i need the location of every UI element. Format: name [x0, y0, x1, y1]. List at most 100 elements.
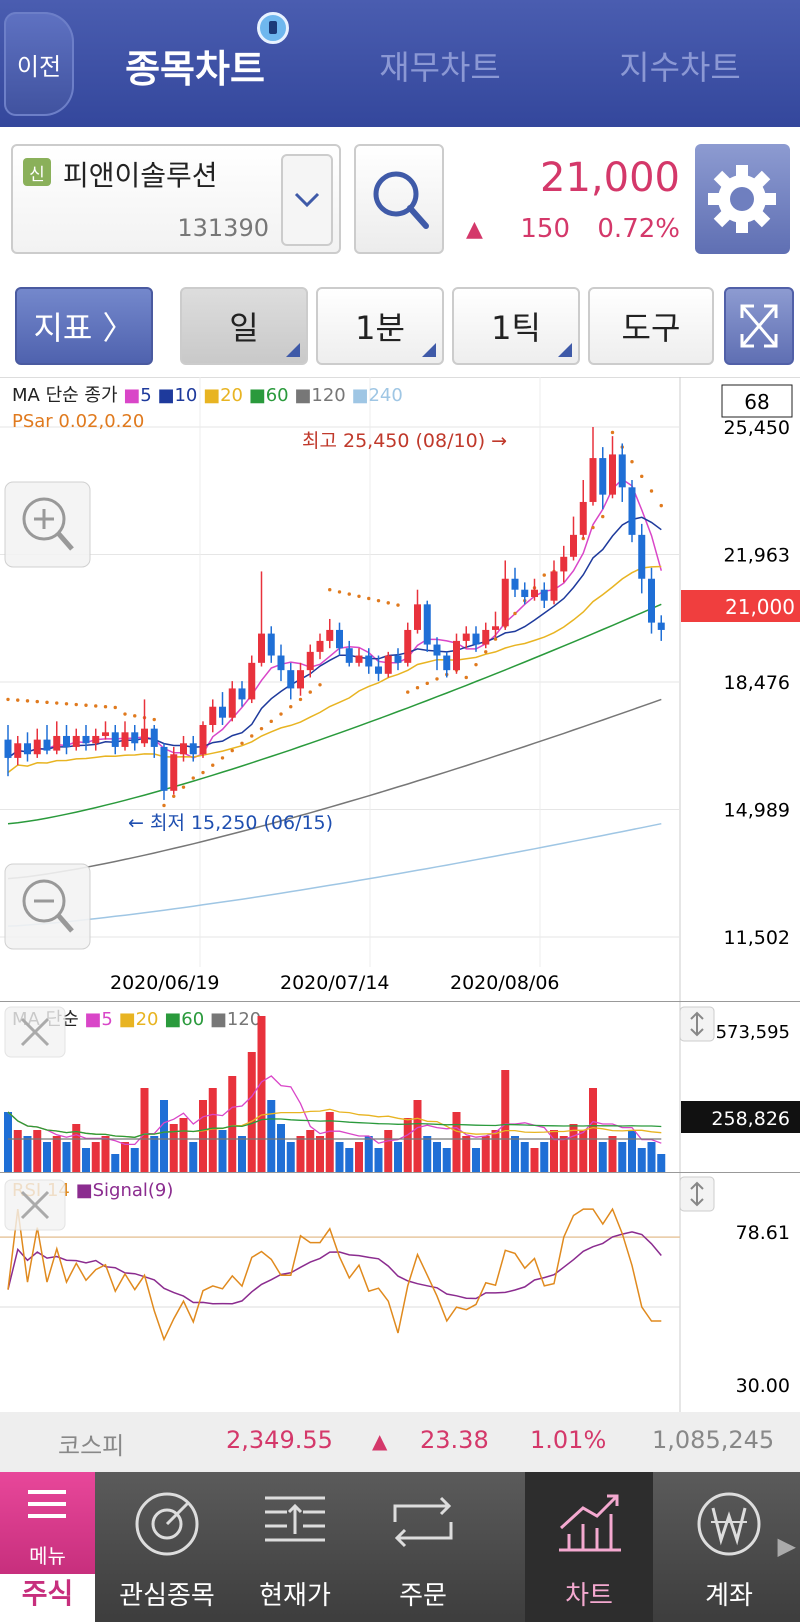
volume-bar	[150, 1136, 159, 1172]
volume-bar	[169, 1124, 178, 1172]
chevron-down-icon[interactable]	[281, 154, 333, 246]
candle	[648, 578, 655, 623]
psar-dot	[201, 770, 205, 775]
market-index-bar[interactable]: 코스피 2,349.55 ▲ 23.38 1.01% 1,085,245	[0, 1412, 800, 1472]
refresh-icon[interactable]	[257, 12, 289, 44]
candle	[4, 739, 12, 758]
volume-bar	[394, 1142, 402, 1172]
candle	[462, 633, 470, 641]
stock-selector[interactable]: 신 피앤이솔루션 131390	[11, 144, 341, 254]
volume-bar	[286, 1142, 295, 1172]
psar-dot	[435, 677, 439, 681]
watchlist-icon	[135, 1492, 199, 1556]
period-minute-button[interactable]: 1분	[316, 287, 444, 365]
x-tick-label: 2020/06/19	[110, 972, 220, 994]
volume-bar	[550, 1130, 558, 1172]
legend-entry: 5	[140, 385, 151, 406]
psar-dot	[123, 712, 127, 716]
candle	[53, 735, 61, 751]
y-tick-label: 18,476	[724, 672, 790, 694]
candle	[355, 655, 363, 663]
psar-legend: PSar 0.02,0.20	[12, 411, 144, 432]
volume-bar	[140, 1088, 149, 1172]
psar-dot	[162, 803, 166, 808]
tab-financial-chart[interactable]: 재무차트	[379, 48, 501, 87]
y-tick-label: 11,502	[724, 927, 790, 949]
ma240-line	[7, 822, 662, 927]
candle	[267, 633, 275, 656]
candle	[180, 743, 187, 755]
chart-toolbar: 지표 〉 일 1분 1틱 도구	[0, 277, 800, 377]
zoom-out-button[interactable]	[4, 863, 91, 950]
volume-bar	[608, 1136, 617, 1172]
nav-current-price[interactable]: 현재가	[231, 1472, 359, 1622]
volume-bar	[101, 1136, 110, 1172]
psar-dot	[250, 734, 254, 738]
search-button[interactable]	[354, 144, 444, 254]
fullscreen-button[interactable]	[724, 287, 794, 365]
volume-bar	[199, 1100, 207, 1172]
volume-bar	[111, 1154, 120, 1172]
credit-badge: 신	[23, 158, 51, 186]
count-box: 68	[744, 390, 769, 414]
rsi-close-button[interactable]	[4, 1179, 66, 1231]
psar-dot	[376, 598, 381, 603]
index-value: 2,349.55	[226, 1426, 333, 1454]
volume-resize-button[interactable]	[679, 1006, 715, 1042]
tab-stock-chart[interactable]: 종목차트	[125, 46, 265, 91]
zoom-in-button[interactable]	[4, 481, 91, 568]
period-tick-button[interactable]: 1틱	[452, 287, 580, 365]
index-change: 23.38	[420, 1426, 489, 1454]
candle	[345, 648, 353, 663]
psar-dot	[591, 525, 595, 530]
ma20-line	[7, 565, 662, 774]
price-list-icon	[265, 1496, 325, 1542]
nav-account[interactable]: 계좌	[665, 1472, 793, 1622]
volume-bar	[33, 1130, 42, 1172]
legend-entry: 120	[311, 385, 345, 406]
volume-bar	[189, 1142, 198, 1172]
rsi-signal-line	[7, 1231, 662, 1305]
tools-button[interactable]: 도구	[588, 287, 714, 365]
stock-code: 131390	[177, 214, 269, 242]
candle	[141, 728, 148, 744]
psar-dot	[367, 596, 371, 601]
volume-bar	[325, 1112, 334, 1172]
indicator-button[interactable]: 지표 〉	[15, 287, 153, 365]
psar-dot	[464, 675, 468, 680]
volume-bar	[598, 1142, 607, 1172]
tab-index-chart[interactable]: 지수차트	[619, 48, 741, 87]
back-button[interactable]: 이전	[4, 12, 74, 116]
volume-bar	[520, 1142, 529, 1172]
volume-bar	[462, 1136, 471, 1172]
volume-bar	[355, 1142, 363, 1172]
volume-bar	[647, 1142, 656, 1172]
candle	[258, 633, 265, 663]
nav-order[interactable]: 주문	[359, 1472, 487, 1622]
rsi-resize-button[interactable]	[679, 1176, 715, 1212]
nav-account-label: 계좌	[705, 1581, 753, 1611]
volume-ma5-line	[7, 1075, 662, 1146]
volume-bar	[257, 1016, 266, 1172]
nav-watchlist[interactable]: 관심종목	[103, 1472, 231, 1622]
nav-chart-label: 차트	[565, 1581, 613, 1611]
volume-bar	[540, 1142, 549, 1172]
index-name: 코스피	[58, 1432, 125, 1460]
volume-close-button[interactable]	[4, 1006, 66, 1058]
menu-button[interactable]: 메뉴 주식	[0, 1472, 95, 1622]
volume-bar	[637, 1148, 646, 1172]
candle	[618, 454, 626, 488]
rsi-min-label: 30.00	[736, 1375, 790, 1397]
period-day-button[interactable]: 일	[180, 287, 308, 365]
nav-chart[interactable]: 차트	[525, 1472, 653, 1622]
psar-dot	[152, 717, 156, 722]
volume-bar	[179, 1118, 188, 1172]
chevron-right-icon[interactable]: ▶	[777, 1532, 796, 1560]
settings-button[interactable]	[695, 144, 790, 254]
volume-bar	[238, 1136, 246, 1172]
psar-dot	[94, 704, 98, 708]
volume-ma60-line	[7, 1111, 662, 1138]
rsi-max-label: 78.61	[736, 1222, 790, 1244]
y-tick-label: 21,963	[724, 545, 790, 567]
chart-area[interactable]: 25,450 21,963 18,476 14,989 11,502 2020/06/1…	[0, 377, 800, 1412]
